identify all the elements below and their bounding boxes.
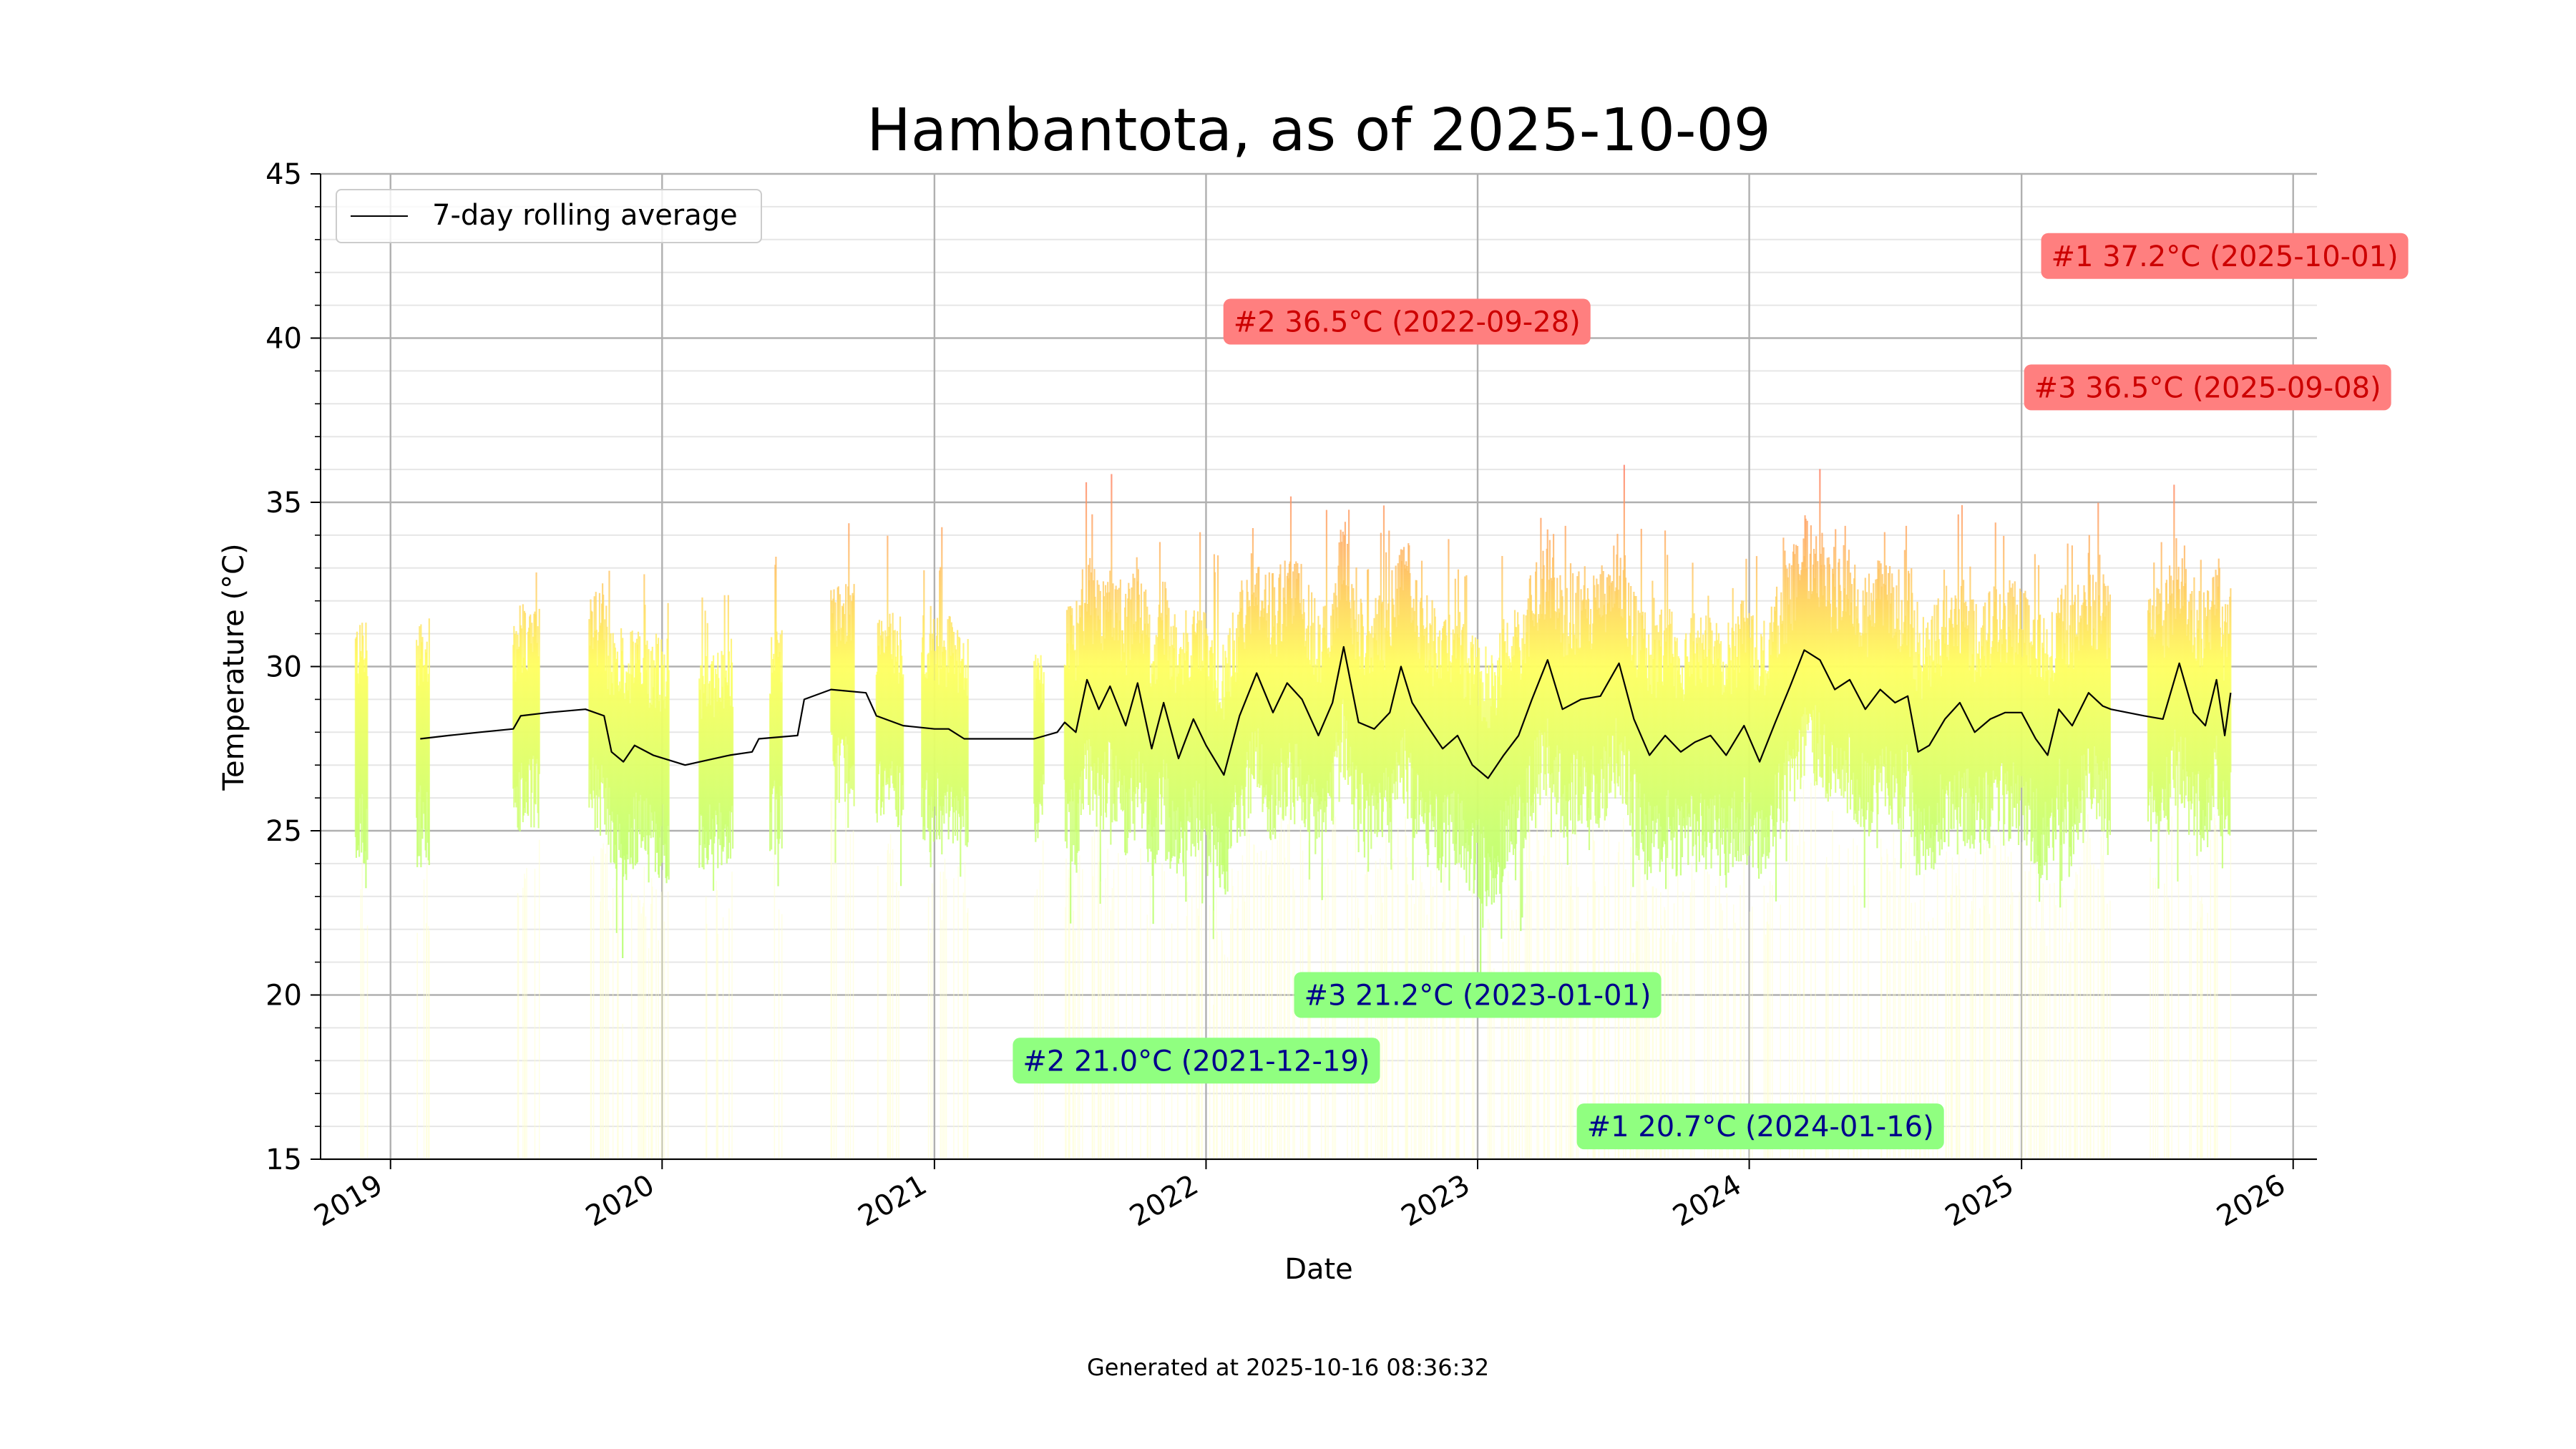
annotation-label: #1 20.7°C (2024-01-16)	[1587, 1111, 1934, 1143]
y-tick-label: 25	[265, 815, 302, 848]
x-tick-label: 2019	[309, 1169, 389, 1234]
x-tick-label: 2023	[1396, 1169, 1475, 1234]
annotation-label: #2 36.5°C (2022-09-28)	[1234, 306, 1581, 339]
record-annotations: #1 37.2°C (2025-10-01) #2 36.5°C (2022-09…	[1013, 233, 2409, 1150]
min-record-annotation: #2 21.0°C (2021-12-19)	[1013, 1038, 1380, 1084]
annotation-box	[1576, 1103, 1944, 1150]
min-record-annotation: #3 21.2°C (2023-01-01)	[1294, 972, 1662, 1018]
x-axis-label: Date	[1284, 1253, 1353, 1286]
x-tick-label: 2020	[580, 1169, 660, 1234]
chart-title: Hambantota, as of 2025-10-09	[867, 97, 1771, 165]
y-tick-label: 15	[265, 1143, 302, 1176]
x-tick-label: 2021	[853, 1169, 932, 1234]
annotation-box	[2024, 364, 2391, 411]
y-tick-label: 20	[265, 980, 302, 1013]
generated-timestamp: Generated at 2025-10-16 08:36:32	[1087, 1354, 1489, 1381]
legend-entry-rolling-average: 7-day rolling average	[432, 199, 738, 232]
legend-box	[336, 189, 762, 243]
max-record-annotation: #3 36.5°C (2025-09-08)	[2024, 364, 2391, 411]
x-tick-label: 2026	[2212, 1169, 2291, 1234]
rolling-average-line	[420, 645, 2232, 779]
max-record-annotation: #2 36.5°C (2022-09-28)	[1223, 298, 1591, 345]
y-tick-label: 40	[265, 323, 302, 356]
y-tick-label: 30	[265, 651, 302, 684]
annotation-label: #2 21.0°C (2021-12-19)	[1023, 1045, 1370, 1078]
y-tick-label: 35	[265, 487, 302, 519]
min-record-annotation: #1 20.7°C (2024-01-16)	[1576, 1103, 1944, 1150]
legend: 7-day rolling average	[336, 189, 762, 243]
max-record-annotation: #1 37.2°C (2025-10-01)	[2041, 233, 2409, 279]
annotation-label: #1 37.2°C (2025-10-01)	[2051, 240, 2399, 273]
annotation-box	[1013, 1038, 1380, 1084]
x-tick-label: 2024	[1667, 1169, 1747, 1234]
x-tick-label: 2022	[1124, 1169, 1204, 1234]
y-axis-label: Temperature (°C)	[218, 543, 250, 791]
annotation-label: #3 21.2°C (2023-01-01)	[1304, 980, 1651, 1013]
annotation-label: #3 36.5°C (2025-09-08)	[2034, 371, 2381, 404]
rolling-average-series	[420, 645, 2232, 779]
annotation-box	[1223, 298, 1591, 345]
x-tick-label: 2025	[1940, 1169, 2019, 1234]
y-tick-label: 45	[265, 158, 302, 191]
daily-range-bars	[354, 464, 2232, 1159]
annotation-box	[2041, 233, 2409, 279]
annotation-box	[1294, 972, 1662, 1018]
